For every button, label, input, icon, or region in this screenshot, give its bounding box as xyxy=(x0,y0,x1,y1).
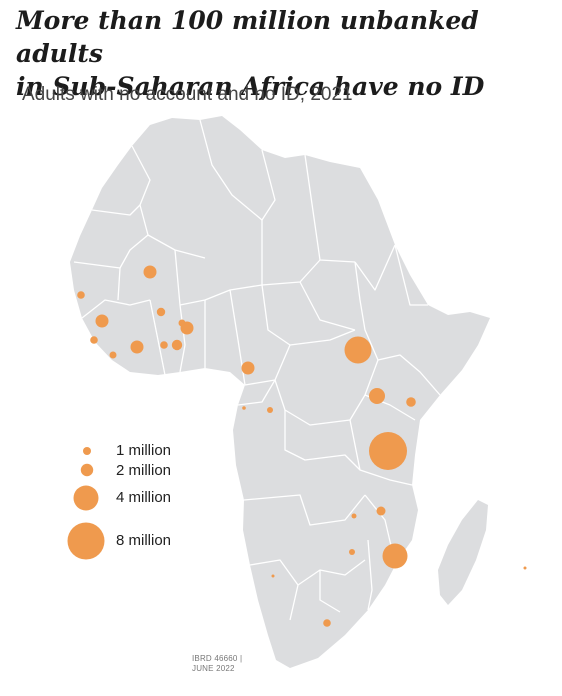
bubble-gabon xyxy=(242,406,246,410)
bubble-malawi xyxy=(376,506,386,516)
legend-label-1: 1 million xyxy=(116,442,172,459)
bubble-benin xyxy=(171,339,183,351)
bubble-togo xyxy=(160,341,168,349)
legend-label-2: 2 million xyxy=(116,462,172,479)
bubble-south-africa xyxy=(323,619,331,627)
legend-bubble-1 xyxy=(83,447,91,455)
bubble-mauritius xyxy=(523,566,527,570)
legend-bubbles xyxy=(67,447,105,560)
bubble-tanzania xyxy=(369,432,407,470)
country-bubbles xyxy=(77,265,527,627)
bubble-congo xyxy=(267,407,273,413)
legend-bubble-8 xyxy=(67,522,105,560)
madagascar-landmass xyxy=(438,500,488,605)
bubble-mali xyxy=(143,265,157,279)
bubble-guinea xyxy=(95,314,109,328)
bubble-liberia xyxy=(109,351,117,359)
map-subtitle: Adults with no account and no ID, 2021 xyxy=(22,84,353,105)
africa-landmass xyxy=(70,116,490,668)
legend-bubble-2 xyxy=(80,463,94,477)
title-line-2: in Sub-Saharan Africa have no ID xyxy=(16,72,485,101)
legend-label-8: 8 million xyxy=(116,532,172,549)
bubble-ethiopia xyxy=(344,336,372,364)
bubble-nigeria xyxy=(180,321,194,335)
bubble-mozambique xyxy=(382,543,408,569)
legend-bubble-4 xyxy=(73,485,99,511)
bubble-cameroon xyxy=(241,361,255,375)
bubble-kenya xyxy=(406,397,416,407)
bubble-zambia xyxy=(351,513,357,519)
bubble-zimbabwe xyxy=(349,549,355,555)
bubble-gambia-senegal xyxy=(77,291,85,299)
footnote-line-2: JUNE 2022 xyxy=(192,664,235,673)
map-title: More than 100 million unbanked adults in… xyxy=(16,4,556,103)
bubble-uganda xyxy=(369,388,385,404)
title-line-1: More than 100 million unbanked adults xyxy=(16,6,479,68)
footnote: IBRD 46660 | JUNE 2022 xyxy=(192,654,242,674)
bubble-burkina-faso xyxy=(156,307,166,317)
bubble-sierra-leone xyxy=(90,336,98,344)
country-borders xyxy=(73,119,441,621)
footnote-line-1: IBRD 46660 | xyxy=(192,654,243,663)
bubble-namibia xyxy=(271,574,275,578)
legend-label-4: 4 million xyxy=(116,489,172,506)
bubble-cote-divoire xyxy=(130,340,144,354)
